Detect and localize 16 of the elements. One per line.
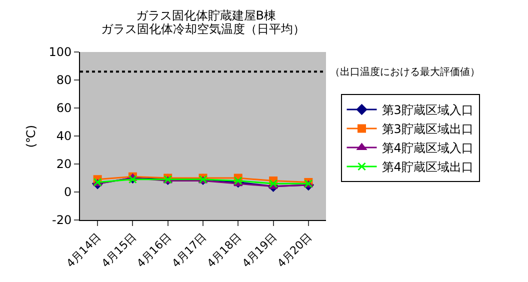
y-tick-label: 40 [56, 129, 72, 144]
y-tick-label: 100 [48, 45, 72, 60]
y-tick-label: 60 [56, 101, 72, 116]
ref-line-label: （出口温度における最大評価値） [330, 66, 480, 78]
x-tick-label: 4月14日 [64, 230, 104, 270]
legend-label: 第3貯蔵区域出口 [382, 122, 474, 136]
legend-label: 第3貯蔵区域入口 [382, 103, 474, 118]
y-tick-label: 0 [64, 185, 72, 200]
y-tick-label: 80 [56, 73, 72, 88]
legend-label: 第4貯蔵区域出口 [382, 160, 474, 174]
y-tick-label: 20 [56, 157, 72, 172]
chart-subtitle: ガラス固化体冷却空気温度（日平均） [101, 22, 305, 36]
y-axis-title: (℃) [24, 124, 38, 148]
chart-title: ガラス固化体貯蔵建屋B棟 [136, 8, 276, 23]
legend-label: 第4貯蔵区域入口 [382, 141, 474, 156]
y-tick-label: -20 [52, 213, 72, 228]
